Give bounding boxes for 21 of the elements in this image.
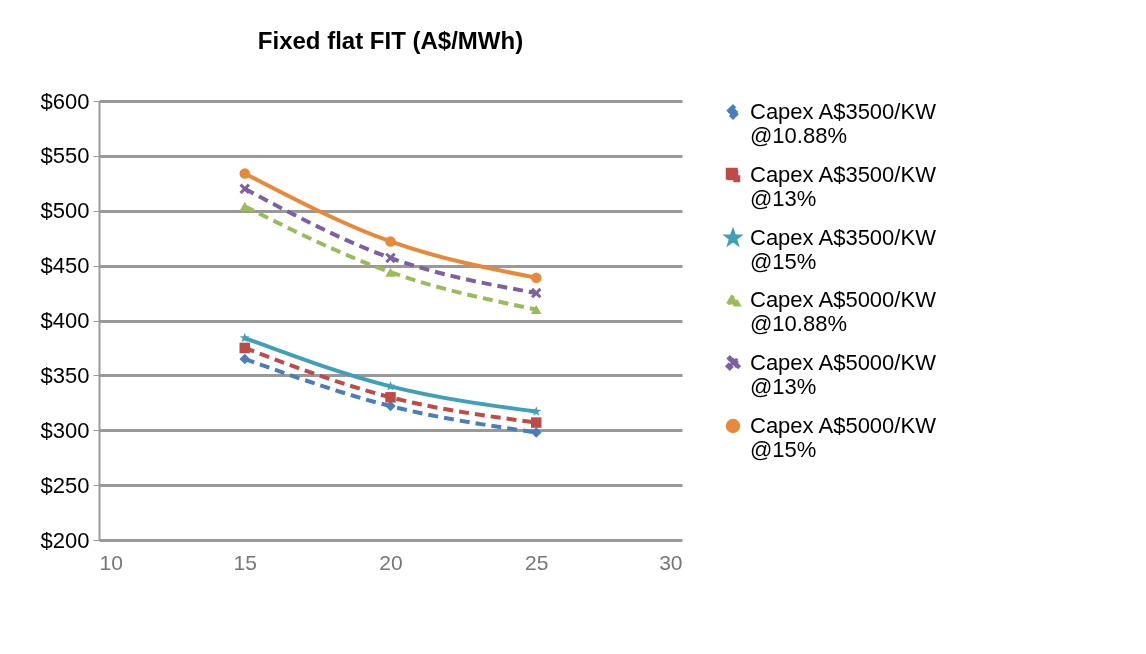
y-tick-label: $450 bbox=[40, 253, 90, 279]
chart-title: Fixed flat FIT (A$/MWh) bbox=[257, 27, 524, 54]
x-tick-label: 30 bbox=[659, 550, 683, 574]
x-tick-label: 15 bbox=[233, 550, 257, 574]
y-tick-label: $400 bbox=[40, 308, 90, 333]
legend-label: Capex A$5000/KW @15% bbox=[750, 413, 937, 462]
x-tick-label: 25 bbox=[525, 550, 549, 574]
y-tick-label: $550 bbox=[40, 143, 90, 169]
legend-label: Capex A$3500/KW @13% bbox=[750, 162, 937, 211]
legend-label: Capex A$3500/KW @15% bbox=[750, 225, 937, 274]
y-tick-label: $350 bbox=[40, 362, 90, 388]
legend-label: Capex A$3500/KW @10.88% bbox=[750, 99, 937, 148]
y-tick-label: $600 bbox=[40, 88, 90, 114]
y-tick-label: $200 bbox=[40, 527, 90, 553]
y-tick-label: $500 bbox=[40, 198, 90, 224]
x-tick-label: 20 bbox=[379, 550, 403, 574]
x-tick-label: 10 bbox=[99, 550, 123, 574]
y-tick-label: $250 bbox=[40, 472, 90, 498]
y-tick-label: $300 bbox=[40, 417, 90, 443]
legend-label: Capex A$5000/KW @10.88% bbox=[750, 287, 937, 336]
legend-label: Capex A$5000/KW @13% bbox=[750, 350, 937, 399]
